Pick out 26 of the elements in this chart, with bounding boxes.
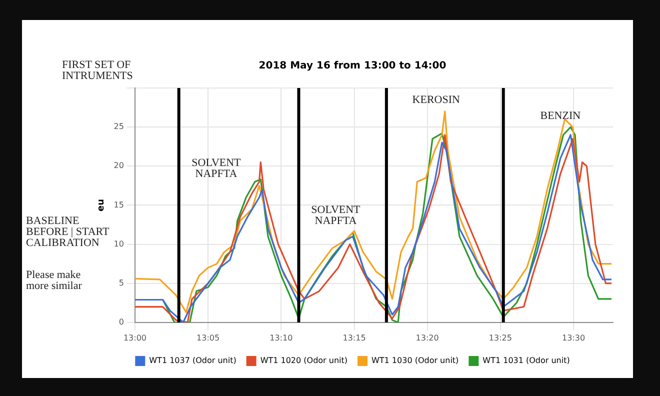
- x-tick-label: 13:10: [270, 333, 293, 342]
- x-tick-label: 13:00: [123, 333, 147, 342]
- x-tick-label: 13:05: [196, 333, 220, 342]
- text: Please make more similar: [26, 269, 83, 292]
- y-tick-label: 10: [114, 239, 124, 248]
- x-tick-label: 13:30: [562, 333, 586, 342]
- legend-label: WT1 1037 (Odor unit): [149, 356, 236, 366]
- x-tick-label: 13:15: [342, 333, 366, 342]
- annotation: SOLVENT NAPFTA: [310, 204, 362, 228]
- annotation: KEROSIN: [411, 94, 461, 106]
- y-tick-label: 15: [114, 200, 124, 210]
- annotation: BENZIN: [539, 110, 582, 122]
- y-tick-label: 0: [118, 317, 124, 326]
- text: BASELINE BEFORE | START CALIBRATION: [26, 215, 110, 249]
- legend-label: WT1 1030 (Odor unit): [372, 356, 459, 366]
- y-tick-label: 20: [114, 161, 124, 170]
- chart-title: 2018 May 16 from 13:00 to 14:00: [258, 60, 446, 72]
- y-axis-title: eu: [96, 198, 107, 212]
- text: FIRST SET OF INTRUMENTS: [62, 59, 134, 82]
- legend-label: WT1 1031 (Odor unit): [482, 356, 570, 366]
- y-tick-label: 25: [114, 122, 124, 132]
- legend-label: WT1 1020 (Odor unit): [260, 356, 348, 366]
- x-tick-label: 13:25: [488, 333, 512, 342]
- annotation: SOLVENT NAPFTA: [190, 157, 242, 180]
- x-tick-label: 13:20: [416, 333, 439, 342]
- y-tick-label: 5: [118, 278, 124, 288]
